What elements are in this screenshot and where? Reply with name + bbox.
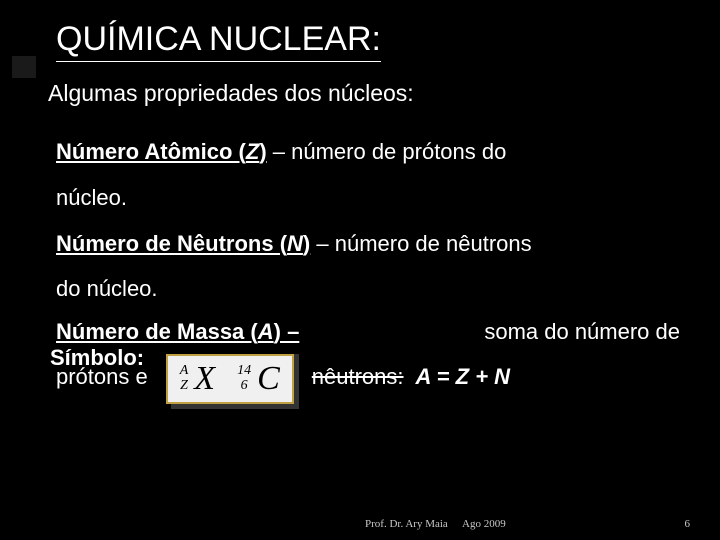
def-neutrons-line2: do núcleo. xyxy=(56,268,680,310)
struck-text: nêutrons: xyxy=(312,359,404,394)
def-neutrons-line1: Número de Nêutrons (N) – número de nêutr… xyxy=(56,223,680,265)
def-atomic-line1: Número Atômico (Z) – número de prótons d… xyxy=(56,131,680,173)
formula-symbol-2: C xyxy=(257,362,280,396)
formula-scripts-1: A Z xyxy=(180,364,189,393)
def-mass-block: Número de Massa (A) – soma do número de … xyxy=(56,314,680,404)
def-mass-line1: Número de Massa (A) – soma do número de xyxy=(56,314,680,349)
simbolo-label: Símbolo: xyxy=(50,340,144,375)
mass-equation: A = Z + N xyxy=(416,359,511,394)
formula-box: A Z X 14 6 C xyxy=(166,354,294,404)
decorative-rect xyxy=(12,56,36,78)
footer-author: Prof. Dr. Ary Maia xyxy=(365,518,448,530)
def-mass-line2: prótons e A Z X 14 6 C nêutron xyxy=(56,349,680,404)
formula-box-wrapper: A Z X 14 6 C xyxy=(166,349,294,404)
formula-scripts-2: 14 6 xyxy=(237,364,251,393)
footer-date: Ago 2009 xyxy=(462,518,506,530)
footer-page-number: 6 xyxy=(685,518,691,530)
slide: QUÍMICA NUCLEAR: Algumas propriedades do… xyxy=(0,0,720,540)
term-atomic: Número Atômico (Z) xyxy=(56,139,267,164)
slide-subtitle: Algumas propriedades dos núcleos: xyxy=(48,80,680,107)
def-atomic-line2: núcleo. xyxy=(56,177,680,219)
formula-symbol-1: X xyxy=(194,362,215,396)
term-neutrons: Número de Nêutrons (N) xyxy=(56,231,310,256)
slide-title: QUÍMICA NUCLEAR: xyxy=(56,20,381,62)
